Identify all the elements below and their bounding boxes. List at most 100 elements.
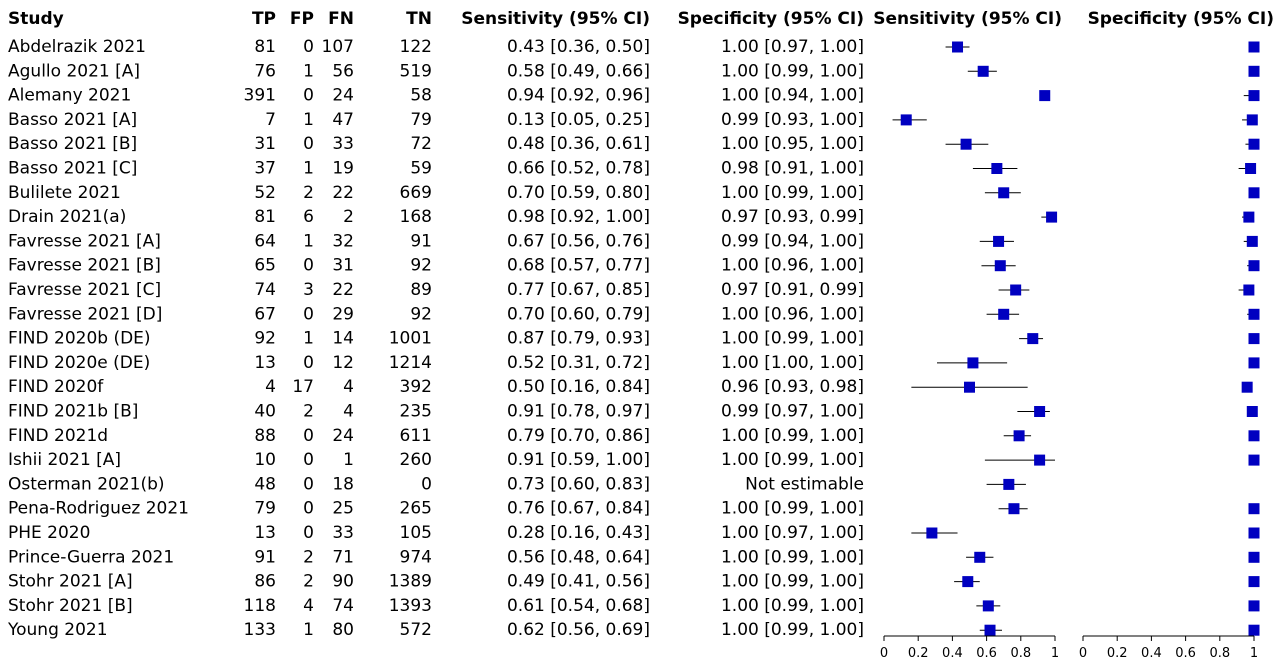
specificity-ci-text: 1.00 [0.99, 1.00] (721, 426, 864, 446)
study-name: Agullo 2021 [A] (8, 61, 140, 81)
fn-cell: 47 (332, 110, 354, 130)
tn-cell: 235 (400, 402, 432, 422)
sensitivity-point-marker (1034, 406, 1046, 417)
sensitivity-tick-label: 1 (1051, 646, 1059, 661)
tp-cell: 48 (254, 474, 276, 494)
fn-cell: 2 (343, 207, 354, 227)
sensitivity-ci-text: 0.67 [0.56, 0.76] (507, 231, 650, 251)
study-name: Young 2021 (7, 620, 108, 640)
study-name: FIND 2020b (DE) (8, 329, 151, 349)
study-name: Favresse 2021 [B] (8, 256, 161, 276)
sensitivity-tick-label: 0 (880, 646, 888, 661)
fp-cell: 0 (303, 474, 314, 494)
specificity-ci-text: 1.00 [0.99, 1.00] (721, 183, 864, 203)
study-name: Ishii 2021 [A] (8, 450, 121, 470)
study-name: Basso 2021 [B] (8, 134, 137, 154)
study-name: Favresse 2021 [A] (8, 231, 161, 251)
study-name: Basso 2021 [A] (8, 110, 137, 130)
tp-cell: 391 (244, 86, 276, 106)
specificity-point-marker (1248, 41, 1260, 53)
study-name: PHE 2020 (8, 523, 90, 543)
fn-cell: 22 (332, 280, 354, 300)
sensitivity-point-marker (962, 576, 974, 588)
plot-header-sensitivity: Sensitivity (95% CI) (873, 9, 1062, 29)
tn-cell: 91 (410, 231, 432, 251)
specificity-ci-text: 1.00 [0.97, 1.00] (721, 37, 864, 57)
specificity-ci-text: 1.00 [0.99, 1.00] (721, 329, 864, 349)
specificity-point-marker (1248, 90, 1260, 102)
tn-cell: 1389 (389, 572, 432, 592)
specificity-point-marker (1248, 138, 1260, 150)
sensitivity-ci-text: 0.52 [0.31, 0.72] (507, 353, 650, 373)
specificity-ci-text: 0.97 [0.91, 0.99] (721, 280, 864, 300)
tn-cell: 974 (400, 547, 432, 567)
sensitivity-point-marker (998, 187, 1010, 199)
tn-cell: 265 (400, 499, 432, 519)
sensitivity-ci-text: 0.70 [0.60, 0.79] (507, 304, 650, 324)
tn-cell: 572 (400, 620, 432, 640)
fn-cell: 33 (332, 523, 354, 543)
sensitivity-ci-text: 0.79 [0.70, 0.86] (507, 426, 650, 446)
specificity-ci-text: 1.00 [0.96, 1.00] (721, 256, 864, 276)
specificity-ci-text: 0.97 [0.93, 0.99] (721, 207, 864, 227)
fn-cell: 4 (343, 377, 354, 397)
tn-cell: 105 (400, 523, 432, 543)
fn-cell: 24 (332, 426, 354, 446)
tn-cell: 92 (410, 304, 432, 324)
fn-cell: 19 (332, 159, 354, 179)
specificity-point-marker (1248, 308, 1260, 320)
specificity-ci-text: 1.00 [0.94, 1.00] (721, 86, 864, 106)
tp-cell: 92 (254, 329, 276, 349)
sensitivity-ci-text: 0.91 [0.78, 0.97] (507, 402, 650, 422)
sensitivity-ci-text: 0.76 [0.67, 0.84] (507, 499, 650, 519)
fp-cell: 2 (303, 572, 314, 592)
sensitivity-point-marker (998, 308, 1010, 320)
sensitivity-point-marker (952, 41, 964, 53)
study-name: FIND 2020e (DE) (8, 353, 150, 373)
specificity-ci-text: 1.00 [0.97, 1.00] (721, 523, 864, 543)
specificity-ci-text: 1.00 [0.95, 1.00] (721, 134, 864, 154)
sensitivity-tick-label: 0.6 (976, 646, 997, 661)
sensitivity-point-marker (960, 138, 972, 150)
specificity-point-marker (1248, 430, 1260, 442)
tp-cell: 81 (254, 207, 276, 227)
sensitivity-point-marker (964, 381, 975, 393)
specificity-ci-text: 0.99 [0.93, 1.00] (721, 110, 864, 130)
sensitivity-ci-text: 0.49 [0.41, 0.56] (507, 572, 650, 592)
sensitivity-point-marker (974, 551, 986, 563)
sensitivity-ci-text: 0.61 [0.54, 0.68] (507, 596, 650, 616)
fn-cell: 22 (332, 183, 354, 203)
sensitivity-ci-text: 0.94 [0.92, 0.96] (507, 86, 650, 106)
specificity-tick-label: 0 (1079, 646, 1087, 661)
specificity-ci-text: 1.00 [0.99, 1.00] (721, 620, 864, 640)
study-name: Alemany 2021 (8, 86, 131, 106)
fp-cell: 1 (303, 329, 314, 349)
specificity-point-marker (1248, 357, 1260, 369)
tp-cell: 4 (265, 377, 276, 397)
study-name: Prince-Guerra 2021 (8, 547, 174, 567)
sensitivity-ci-text: 0.70 [0.59, 0.80] (507, 183, 650, 203)
tn-cell: 1214 (389, 353, 432, 373)
specificity-ci-text: 1.00 [0.99, 1.00] (721, 450, 864, 470)
fn-cell: 12 (332, 353, 354, 373)
specificity-point-marker (1243, 284, 1255, 296)
fp-cell: 1 (303, 159, 314, 179)
tp-cell: 81 (254, 37, 276, 57)
specificity-point-marker (1243, 211, 1255, 223)
sensitivity-tick-label: 0.8 (1010, 646, 1031, 661)
fp-cell: 0 (303, 499, 314, 519)
fn-cell: 33 (332, 134, 354, 154)
sensitivity-ci-text: 0.77 [0.67, 0.85] (507, 280, 650, 300)
fn-cell: 1 (343, 450, 354, 470)
sensitivity-ci-text: 0.58 [0.49, 0.66] (507, 61, 650, 81)
fn-cell: 25 (332, 499, 354, 519)
specificity-point-marker (1248, 65, 1260, 77)
tp-cell: 67 (254, 304, 276, 324)
sensitivity-point-marker (1013, 430, 1025, 442)
tn-cell: 79 (410, 110, 432, 130)
plot-header-specificity: Specificity (95% CI) (1088, 9, 1274, 29)
study-name: FIND 2021b [B] (8, 402, 138, 422)
fp-cell: 17 (292, 377, 314, 397)
tn-cell: 260 (400, 450, 432, 470)
